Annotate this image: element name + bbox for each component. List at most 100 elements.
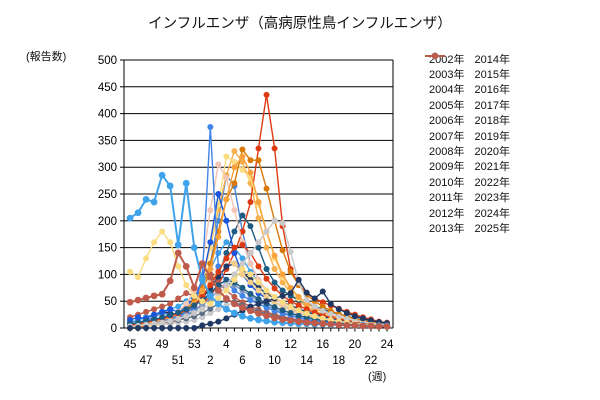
series-point-2025年-w8	[255, 310, 262, 317]
series-point-2025年-w49	[158, 290, 166, 298]
series-point-2023年-w11	[279, 299, 286, 306]
series-point-2025年-w16	[319, 320, 327, 328]
legend-label: 2023年	[474, 192, 510, 205]
series-point-2011年-w50	[167, 306, 174, 313]
series-point-2022年-w2	[207, 320, 214, 327]
y-tick-label-250: 250	[98, 189, 117, 201]
series-point-2024年-w7	[247, 314, 254, 322]
series-point-2018年-w5	[231, 164, 238, 171]
series-point-2019年-w8	[255, 263, 262, 270]
series-point-2023年-w51	[175, 263, 182, 270]
series-point-2021年-w52	[183, 313, 190, 320]
series-point-2022年-w51	[175, 325, 182, 331]
y-tick-label-350: 350	[98, 135, 117, 147]
series-point-2022年-w47	[143, 325, 150, 331]
series-point-2020年-w51	[175, 309, 182, 316]
series-point-2025年-w52	[182, 262, 190, 270]
series-point-2024年-w2	[206, 292, 214, 300]
series-point-2021年-w5	[231, 271, 238, 278]
series-point-2022年-w14	[303, 289, 310, 296]
legend-label: 2006年	[429, 115, 465, 128]
series-point-2018年-w7	[247, 169, 254, 176]
legend-label: 2018年	[474, 115, 510, 128]
series-point-2008年-w6	[239, 166, 246, 173]
series-point-2024年-w49	[158, 171, 166, 179]
series-point-2020年-w50	[167, 312, 174, 319]
legend-label: 2011年	[429, 192, 464, 205]
series-point-2025年-w12	[287, 317, 295, 324]
series-point-2022年-w46	[135, 325, 142, 331]
legend-item-2012年: 2012年	[425, 52, 465, 220]
series-point-2024年-w45	[126, 214, 134, 222]
x-tick-label-2: 2	[207, 355, 213, 367]
series-point-2023年-w47	[143, 255, 150, 262]
x-tick-label-12: 12	[284, 339, 297, 351]
series-point-2025年-w51	[174, 249, 182, 257]
legend-label: 2003年	[429, 69, 465, 82]
series-point-2008年-w4	[223, 153, 230, 160]
series-point-2025年-w24	[383, 322, 391, 330]
series-point-2022年-w50	[167, 325, 174, 331]
x-tick-label-14: 14	[300, 355, 313, 367]
series-point-2011年-w46	[135, 314, 142, 321]
series-point-2005年-w8	[255, 244, 262, 251]
series-point-2025年-w20	[351, 321, 359, 329]
series-point-2024年-w53	[190, 244, 198, 252]
series-point-2018年-w1	[199, 287, 206, 294]
legend-item-2016年: 2016年	[425, 52, 510, 97]
series-point-2010年-w51	[175, 295, 182, 302]
series-point-2018年-w6	[239, 153, 246, 160]
legend-label: 2012年	[429, 207, 465, 220]
series-point-2015年-w11	[279, 247, 286, 254]
series-point-2011年-w5	[231, 249, 238, 256]
series-point-2021年-w8	[255, 239, 262, 246]
y-tick-label-0: 0	[111, 323, 117, 335]
series-point-2024年-w4	[222, 305, 230, 313]
legend-label: 2007年	[429, 130, 465, 143]
series-point-2010年-w47	[143, 308, 150, 315]
y-tick-label-500: 500	[98, 55, 117, 67]
series-point-2022年-w48	[151, 325, 158, 331]
series-point-2023年-w48	[151, 239, 158, 246]
series-point-2020年-w6	[239, 284, 246, 291]
series-point-2025年-w17	[327, 320, 335, 328]
series-point-2022年-w17	[327, 300, 334, 307]
series-point-2021年-w14	[303, 297, 310, 304]
series-point-2011年-w2	[207, 239, 214, 246]
legend-item-2013年: 2013年	[425, 52, 465, 235]
legend-label: 2013年	[429, 223, 465, 235]
series-point-2022年-w21	[359, 315, 366, 322]
series-point-2025年-w47	[142, 294, 150, 302]
series-point-2003年-w9	[263, 244, 270, 251]
y-tick-label-150: 150	[98, 243, 117, 255]
series-point-2025年-w6	[239, 304, 246, 312]
legend-item-2003年: 2003年	[425, 52, 465, 82]
series-point-2005年-w7	[247, 223, 254, 230]
series-point-2007年-w3	[215, 274, 222, 281]
legend-item-2017年: 2017年	[425, 52, 510, 112]
series-point-2019年-w4	[223, 255, 230, 262]
series-point-2022年-w20	[351, 313, 358, 320]
series-point-2020年-w53	[191, 302, 198, 309]
legend-label: 2014年	[474, 53, 510, 66]
series-point-2015年-w5	[231, 180, 238, 187]
x-tick-label-10: 10	[268, 355, 281, 367]
series-point-2003年-w5	[231, 148, 238, 155]
x-tick-label-6: 6	[239, 355, 245, 367]
x-tick-label-20: 20	[348, 339, 361, 351]
series-point-2010年-w50	[167, 300, 174, 307]
legend-label: 2004年	[429, 84, 465, 97]
series-point-2024年-w48	[150, 198, 158, 206]
y-tick-label-450: 450	[98, 82, 117, 94]
series-point-2023年-w5	[231, 276, 238, 283]
series-point-2021年-w6	[239, 260, 246, 267]
series-point-2025年-w48	[150, 292, 158, 300]
legend-marker-icon	[425, 52, 445, 60]
series-point-2021年-w49	[159, 319, 166, 326]
series-point-2018年-w11	[279, 271, 286, 278]
series-point-2025年-w23	[375, 322, 383, 330]
series-point-2024年-w9	[263, 317, 270, 325]
series-point-2009年-w4	[223, 239, 230, 246]
